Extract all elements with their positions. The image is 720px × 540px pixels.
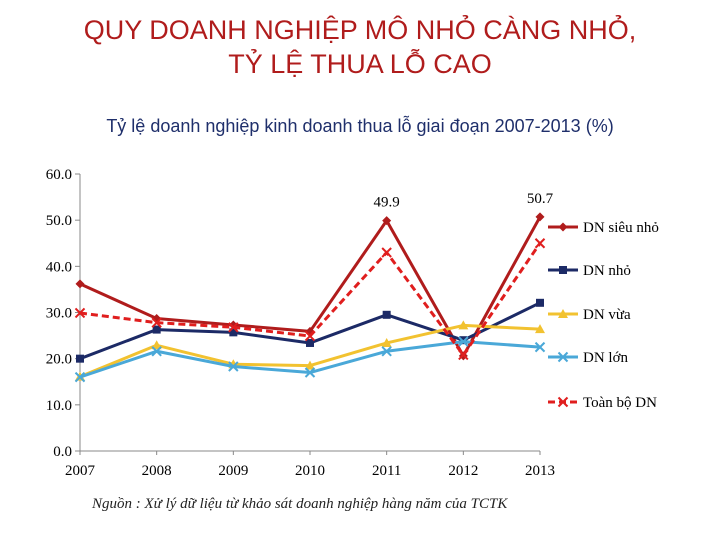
x-tick-label: 2008 [142,463,172,479]
legend-label: Toàn bộ DN [583,395,657,411]
series-0-point [75,279,85,289]
series-4-point [74,307,86,319]
y-tick-label: 10.0 [46,398,72,414]
series-2-point [458,320,469,330]
x-tick-label: 2009 [218,463,248,479]
series-0-point [382,216,392,226]
x-tick-label: 2010 [295,463,325,479]
x-tick-label: 2013 [525,463,555,479]
series-1-point [152,325,161,334]
x-tick-label: 2007 [65,463,96,479]
legend-swatch-marker [559,266,567,274]
y-tick-label: 20.0 [46,352,72,368]
series-4-point [534,238,546,249]
chart-title: Tỷ lệ doanh nghiệp kinh doanh thua lỗ gi… [106,116,614,136]
series-1-point [306,338,314,347]
series-2-point [535,324,545,334]
legend-swatch-marker [557,396,569,408]
legend-label: DN lớn [583,350,629,366]
series-4-point [381,247,392,258]
data-label: 50.7 [527,191,554,207]
legend-swatch-marker [558,309,568,318]
legend-label: DN siêu nhỏ [583,220,659,236]
legend-label: DN nhỏ [583,263,631,279]
series-2-point [381,337,392,347]
series-3-point [534,341,546,353]
series-1-point [536,298,544,307]
page-title-line-1: QUY DOANH NGHIỆP MÔ NHỎ CÀNG NHỎ, [83,15,637,45]
series-4-point [228,322,239,333]
series-1-point [76,354,84,363]
y-tick-label: 60.0 [46,167,72,183]
y-tick-label: 50.0 [46,213,72,229]
page-title-line-2: TỶ LỆ THUA LỖ CAO [228,49,492,79]
legend-swatch-marker [558,222,568,232]
series-4-point [304,330,316,342]
series-3-point [228,361,239,372]
series-3-point [381,346,392,357]
series-3-point [458,336,469,347]
series-2-point [151,340,162,350]
x-tick-label: 2011 [372,463,401,479]
series-1-point [382,310,391,319]
series-line-4 [79,242,542,357]
series-3-point [151,346,162,357]
series-4-point [458,349,469,361]
legend-label: DN vừa [583,307,631,323]
series-1-point [229,328,238,337]
series-2-point [305,360,315,370]
series-4-point [151,317,162,328]
series-3-point [74,371,86,383]
series-3-point [304,367,316,378]
data-label: 49.9 [374,195,400,211]
legend-swatch-marker [557,351,569,363]
series-0-point [535,212,545,222]
source-note: Nguồn : Xử lý dữ liệu từ khảo sát doanh … [92,496,508,512]
x-tick-label: 2012 [448,463,478,479]
y-tick-label: 40.0 [46,259,72,275]
y-tick-label: 30.0 [46,306,72,322]
y-tick-label: 0.0 [53,444,72,460]
